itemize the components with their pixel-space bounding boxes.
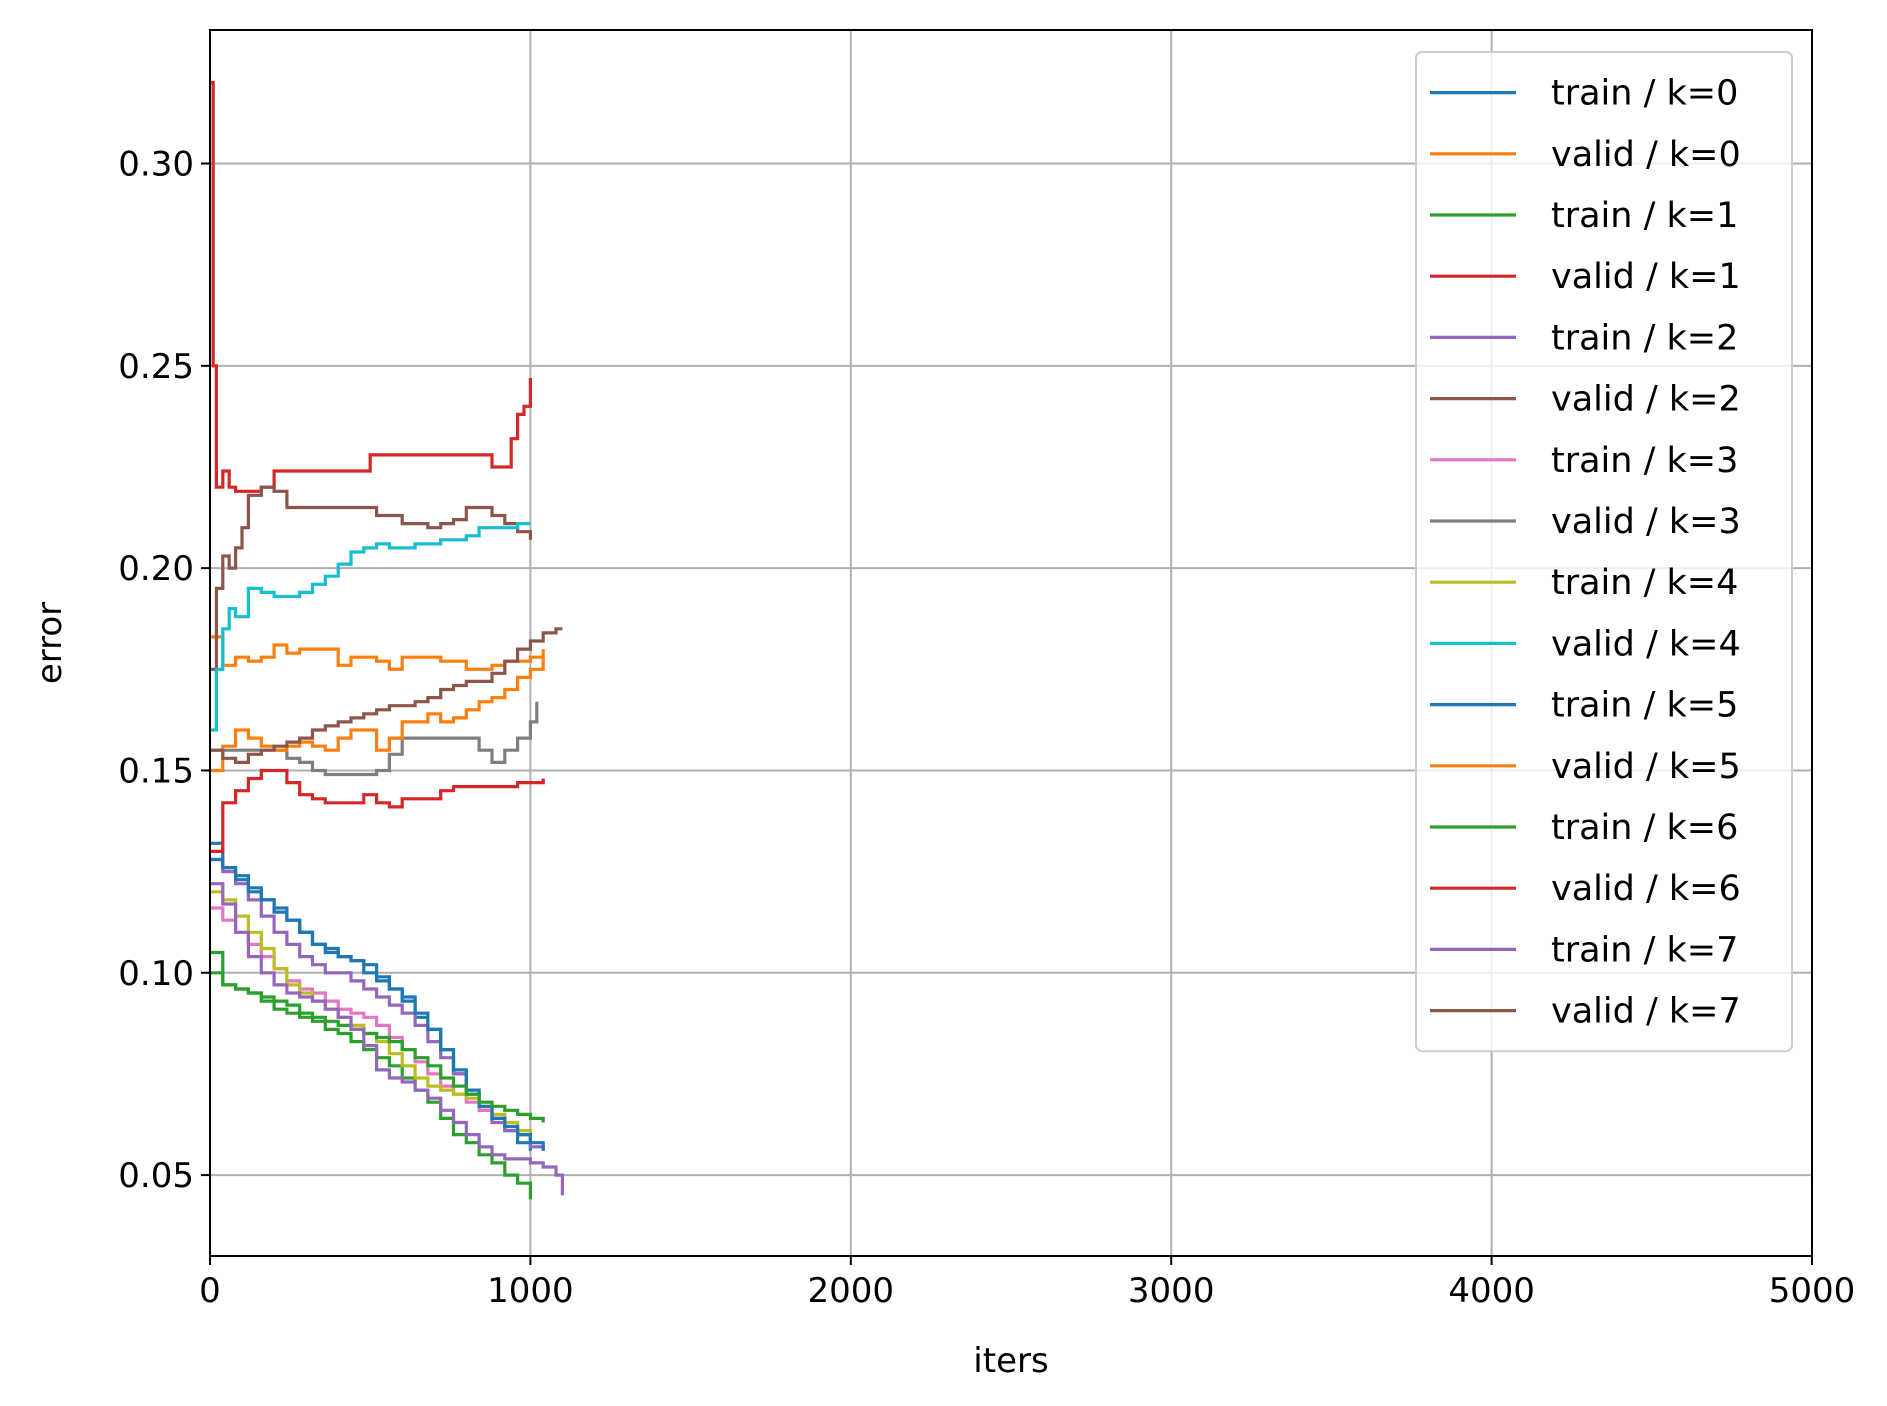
x-tick-label: 3000 bbox=[1128, 1271, 1215, 1311]
legend-label: train / k=7 bbox=[1551, 930, 1738, 970]
legend-label: valid / k=1 bbox=[1551, 257, 1741, 297]
legend-label: valid / k=5 bbox=[1551, 747, 1741, 787]
x-tick-label: 5000 bbox=[1769, 1271, 1856, 1311]
x-tick-label: 4000 bbox=[1448, 1271, 1535, 1311]
legend-label: train / k=0 bbox=[1551, 74, 1738, 114]
legend-label: valid / k=3 bbox=[1551, 502, 1741, 542]
legend-label: train / k=3 bbox=[1551, 441, 1738, 481]
legend-label: valid / k=2 bbox=[1551, 380, 1741, 420]
x-tick-label: 0 bbox=[199, 1271, 221, 1311]
x-tick-label: 1000 bbox=[487, 1271, 574, 1311]
legend-label: train / k=6 bbox=[1551, 808, 1738, 848]
legend-label: valid / k=4 bbox=[1551, 624, 1741, 664]
legend-label: train / k=1 bbox=[1551, 196, 1738, 236]
legend-box bbox=[1415, 51, 1793, 1053]
y-tick-label: 0.10 bbox=[118, 954, 194, 994]
y-tick-label: 0.30 bbox=[118, 145, 194, 185]
series-lines bbox=[210, 81, 564, 1200]
x-axis-label: iters bbox=[973, 1341, 1048, 1381]
series-line-1 bbox=[210, 635, 545, 671]
legend-label: train / k=4 bbox=[1551, 563, 1738, 603]
x-tick-label: 2000 bbox=[808, 1271, 895, 1311]
series-line-10 bbox=[210, 857, 545, 1151]
plot-frame bbox=[209, 29, 1813, 1257]
y-tick-label: 0.05 bbox=[118, 1156, 194, 1196]
series-line-13 bbox=[210, 768, 545, 853]
series-line-12 bbox=[210, 971, 545, 1123]
series-line-9 bbox=[210, 522, 531, 732]
legend-label: train / k=2 bbox=[1551, 318, 1738, 358]
series-line-7 bbox=[210, 701, 539, 777]
series-line-5 bbox=[210, 485, 532, 671]
legend-label: valid / k=7 bbox=[1551, 992, 1741, 1032]
y-axis-label: error bbox=[30, 602, 70, 684]
y-tick-label: 0.20 bbox=[118, 549, 194, 589]
legend-label: train / k=5 bbox=[1551, 686, 1738, 726]
series-line-11 bbox=[210, 657, 545, 773]
y-tick-label: 0.15 bbox=[118, 751, 194, 791]
legend-label: valid / k=6 bbox=[1551, 869, 1741, 909]
series-line-15 bbox=[210, 627, 563, 764]
legend: train / k=0 valid / k=0 train / k=1 valid /… bbox=[1415, 51, 1793, 1053]
y-tick-label: 0.25 bbox=[118, 347, 194, 387]
series-line-3 bbox=[210, 81, 532, 493]
series-line-14 bbox=[210, 882, 564, 1196]
legend-label: valid / k=0 bbox=[1551, 135, 1741, 175]
axis-ticks: 0 1000 2000 3000 4000 5000 0.05 0.10 0.15 0.20 0.2… bbox=[118, 145, 1855, 1311]
